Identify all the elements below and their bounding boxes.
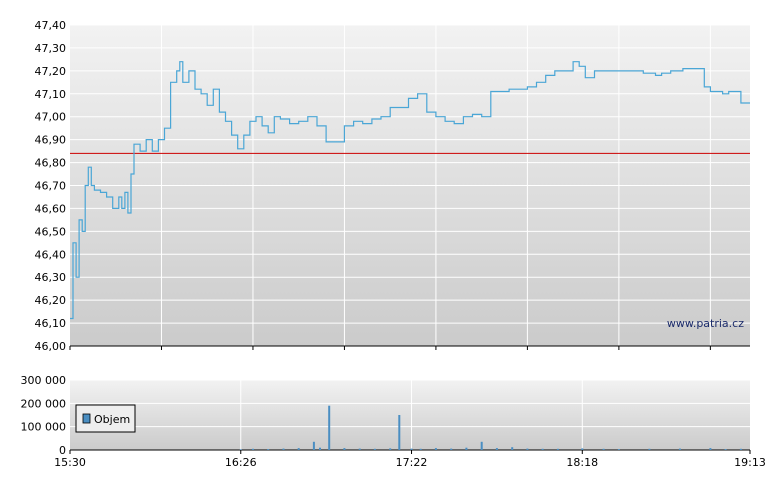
volume-bar bbox=[465, 447, 468, 450]
volume-bar bbox=[312, 441, 315, 450]
volume-bar bbox=[709, 448, 712, 450]
volume-bar bbox=[419, 448, 422, 450]
legend-swatch bbox=[82, 413, 91, 424]
volume-bar bbox=[389, 448, 392, 450]
price-y-tick-label: 47,10 bbox=[35, 88, 67, 101]
volume-bar bbox=[480, 441, 483, 450]
legend-label: Objem bbox=[94, 413, 130, 426]
volume-bar bbox=[526, 448, 529, 450]
volume-bar bbox=[724, 449, 727, 450]
volume-bar bbox=[282, 448, 285, 450]
volume-bar bbox=[239, 449, 242, 450]
price-y-tick-label: 46,00 bbox=[35, 340, 67, 353]
price-y-tick-label: 46,10 bbox=[35, 317, 67, 330]
price-panel: 47,40 47,30 47,20 47,10 47,00 46,90 46,80 46,70… bbox=[35, 19, 750, 353]
volume-bar bbox=[511, 447, 514, 450]
volume-bar bbox=[434, 448, 437, 450]
volume-legend: Objem bbox=[75, 404, 136, 433]
volume-bar bbox=[617, 449, 620, 450]
volume-bar bbox=[343, 448, 346, 450]
x-tick-label: 19:13 bbox=[734, 456, 766, 469]
volume-bar bbox=[602, 448, 605, 450]
volume-bar bbox=[410, 448, 413, 450]
watermark-text: www.patria.cz bbox=[667, 317, 744, 330]
volume-bar bbox=[581, 448, 584, 450]
price-y-tick-label: 46,20 bbox=[35, 294, 67, 307]
price-y-tick-label: 46,70 bbox=[35, 180, 67, 193]
volume-panel: 300 000 200 000 100 000 015:30 16:26 17:22 18:… bbox=[21, 374, 766, 469]
volume-y-tick-label: 0 bbox=[59, 444, 66, 457]
volume-y-tick-label: 100 000 bbox=[21, 421, 67, 434]
volume-bar bbox=[678, 448, 681, 450]
volume-bar bbox=[297, 448, 300, 450]
price-y-tick-label: 47,20 bbox=[35, 65, 67, 78]
volume-bar bbox=[358, 448, 361, 450]
price-y-tick-label: 46,90 bbox=[35, 134, 67, 147]
price-y-tick-label: 46,50 bbox=[35, 225, 67, 238]
volume-bar bbox=[267, 449, 270, 450]
volume-bar bbox=[328, 405, 331, 450]
x-tick-label: 17:22 bbox=[396, 456, 428, 469]
price-y-tick-label: 46,30 bbox=[35, 271, 67, 284]
price-series-line bbox=[70, 61, 750, 320]
price-y-tick-label: 47,30 bbox=[35, 42, 67, 55]
volume-bar bbox=[450, 448, 453, 450]
volume-bar bbox=[319, 447, 321, 450]
volume-bar bbox=[495, 448, 498, 450]
price-y-tick-label: 46,80 bbox=[35, 157, 67, 170]
volume-plot-area bbox=[70, 380, 750, 450]
volume-bar bbox=[739, 448, 742, 450]
volume-bar bbox=[398, 415, 401, 450]
x-tick-label: 18:18 bbox=[566, 456, 598, 469]
price-y-tick-label: 47,00 bbox=[35, 111, 67, 124]
price-y-tick-label: 46,60 bbox=[35, 202, 67, 215]
volume-y-tick-label: 200 000 bbox=[21, 397, 67, 410]
volume-bar bbox=[556, 448, 559, 450]
x-tick-label: 16:26 bbox=[225, 456, 257, 469]
volume-bar bbox=[648, 448, 651, 450]
volume-y-tick-label: 300 000 bbox=[21, 374, 67, 387]
volume-bar bbox=[373, 448, 376, 450]
price-y-tick-label: 47,40 bbox=[35, 19, 67, 32]
x-tick-label: 15:30 bbox=[54, 456, 86, 469]
volume-bar bbox=[252, 448, 254, 450]
volume-bar bbox=[541, 448, 544, 450]
price-y-tick-label: 46,40 bbox=[35, 248, 67, 261]
